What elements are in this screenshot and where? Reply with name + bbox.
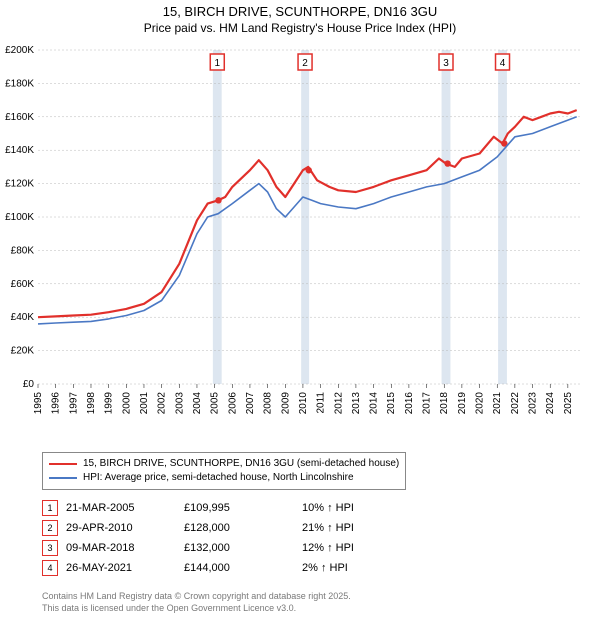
- x-tick-label: 2003: [174, 392, 185, 415]
- sale-date: 26-MAY-2021: [66, 558, 184, 578]
- y-tick-label: £60K: [11, 279, 35, 290]
- sale-price: £128,000: [184, 518, 302, 538]
- page-title: 15, BIRCH DRIVE, SCUNTHORPE, DN16 3GU: [0, 0, 600, 19]
- attribution: Contains HM Land Registry data © Crown c…: [42, 590, 351, 614]
- legend-label: 15, BIRCH DRIVE, SCUNTHORPE, DN16 3GU (s…: [83, 457, 399, 471]
- x-tick-label: 1998: [86, 392, 97, 415]
- y-tick-label: £40K: [11, 312, 35, 323]
- x-tick-label: 2000: [121, 392, 132, 415]
- x-tick-label: 2021: [492, 392, 503, 415]
- x-tick-label: 2005: [210, 392, 221, 415]
- y-tick-label: £180K: [5, 78, 34, 89]
- legend: 15, BIRCH DRIVE, SCUNTHORPE, DN16 3GU (s…: [42, 452, 406, 490]
- sale-marker-label: 3: [443, 58, 449, 69]
- x-tick-label: 2023: [528, 392, 539, 415]
- page-subtitle: Price paid vs. HM Land Registry's House …: [0, 19, 600, 35]
- x-tick-label: 2013: [351, 392, 362, 415]
- y-tick-label: £0: [23, 379, 35, 390]
- x-tick-label: 2016: [404, 392, 415, 415]
- x-tick-label: 2014: [369, 392, 380, 415]
- x-tick-label: 1995: [33, 392, 44, 415]
- sale-pct: 2% ↑ HPI: [302, 558, 362, 578]
- attribution-line: This data is licensed under the Open Gov…: [42, 602, 351, 614]
- sale-marker-icon: 3: [42, 540, 58, 556]
- x-tick-label: 2010: [298, 392, 309, 415]
- legend-swatch: [49, 477, 77, 479]
- sale-dot: [215, 197, 221, 203]
- sale-price: £132,000: [184, 538, 302, 558]
- y-tick-label: £100K: [5, 212, 34, 223]
- sale-price: £109,995: [184, 498, 302, 518]
- sale-marker-icon: 2: [42, 520, 58, 536]
- x-tick-label: 2015: [386, 392, 397, 415]
- table-row: 3 09-MAR-2018£132,00012% ↑ HPI: [42, 538, 362, 558]
- arrow-up-icon: ↑: [327, 502, 333, 514]
- x-tick-label: 2011: [316, 392, 327, 414]
- page: 15, BIRCH DRIVE, SCUNTHORPE, DN16 3GU Pr…: [0, 0, 600, 620]
- sale-dot: [306, 167, 312, 173]
- x-tick-label: 2020: [475, 392, 486, 415]
- legend-item: HPI: Average price, semi-detached house,…: [49, 471, 399, 485]
- sale-marker-label: 2: [302, 58, 308, 69]
- y-tick-label: £200K: [5, 45, 34, 56]
- y-tick-label: £20K: [11, 346, 35, 357]
- table-row: 4 26-MAY-2021£144,0002% ↑ HPI: [42, 558, 362, 578]
- price-chart: £0£20K£40K£60K£80K£100K£120K£140K£160K£1…: [38, 44, 586, 404]
- x-tick-label: 2006: [227, 392, 238, 415]
- sale-marker-icon: 4: [42, 560, 58, 576]
- x-tick-label: 2024: [545, 392, 556, 415]
- sale-date: 21-MAR-2005: [66, 498, 184, 518]
- sale-marker-label: 4: [500, 58, 506, 69]
- y-tick-label: £160K: [5, 112, 34, 123]
- legend-item: 15, BIRCH DRIVE, SCUNTHORPE, DN16 3GU (s…: [49, 457, 399, 471]
- x-tick-label: 2004: [192, 392, 203, 415]
- x-tick-label: 2001: [139, 392, 150, 415]
- sale-marker-label: 1: [214, 58, 220, 69]
- sales-table: 1 21-MAR-2005£109,99510% ↑ HPI 2 29-APR-201…: [42, 498, 362, 578]
- x-tick-label: 2022: [510, 392, 521, 415]
- arrow-up-icon: ↑: [327, 522, 333, 534]
- x-tick-label: 2017: [422, 392, 433, 415]
- x-tick-label: 2025: [563, 392, 574, 415]
- sale-pct: 21% ↑ HPI: [302, 518, 362, 538]
- sale-date: 09-MAR-2018: [66, 538, 184, 558]
- table-row: 2 29-APR-2010£128,00021% ↑ HPI: [42, 518, 362, 538]
- arrow-up-icon: ↑: [321, 562, 327, 574]
- x-tick-label: 1997: [68, 392, 79, 415]
- sale-pct: 10% ↑ HPI: [302, 498, 362, 518]
- sale-date: 29-APR-2010: [66, 518, 184, 538]
- x-tick-label: 2007: [245, 392, 256, 415]
- x-tick-label: 2018: [439, 392, 450, 415]
- arrow-up-icon: ↑: [327, 542, 333, 554]
- x-tick-label: 2008: [263, 392, 274, 415]
- x-tick-label: 2009: [280, 392, 291, 415]
- sale-dot: [444, 160, 450, 166]
- x-tick-label: 1996: [51, 392, 62, 415]
- legend-swatch: [49, 463, 77, 465]
- attribution-line: Contains HM Land Registry data © Crown c…: [42, 590, 351, 602]
- x-tick-label: 2002: [157, 392, 168, 415]
- x-tick-label: 2012: [333, 392, 344, 415]
- sale-marker-icon: 1: [42, 500, 58, 516]
- x-tick-label: 1999: [104, 392, 115, 415]
- legend-label: HPI: Average price, semi-detached house,…: [83, 471, 354, 485]
- y-tick-label: £140K: [5, 145, 34, 156]
- sale-pct: 12% ↑ HPI: [302, 538, 362, 558]
- x-tick-label: 2019: [457, 392, 468, 415]
- y-tick-label: £120K: [5, 179, 34, 190]
- sale-price: £144,000: [184, 558, 302, 578]
- y-tick-label: £80K: [11, 245, 35, 256]
- table-row: 1 21-MAR-2005£109,99510% ↑ HPI: [42, 498, 362, 518]
